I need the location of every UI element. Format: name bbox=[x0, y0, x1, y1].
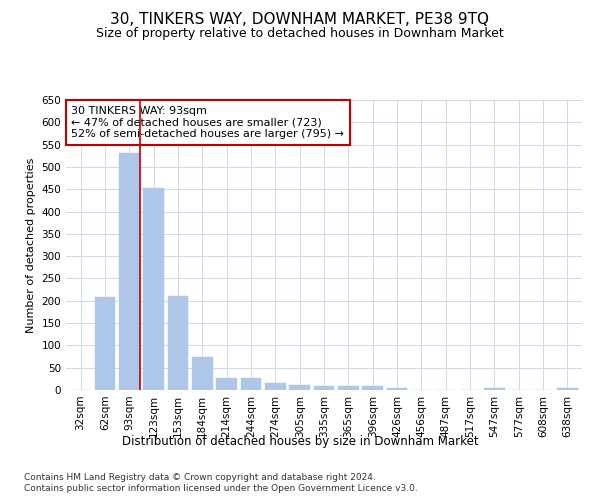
Bar bbox=[386, 388, 407, 390]
Bar bbox=[265, 384, 286, 390]
Text: Distribution of detached houses by size in Downham Market: Distribution of detached houses by size … bbox=[122, 435, 478, 448]
Bar bbox=[143, 188, 164, 390]
Bar bbox=[167, 296, 188, 390]
Text: 30, TINKERS WAY, DOWNHAM MARKET, PE38 9TQ: 30, TINKERS WAY, DOWNHAM MARKET, PE38 9T… bbox=[110, 12, 490, 28]
Text: 30 TINKERS WAY: 93sqm
← 47% of detached houses are smaller (723)
52% of semi-det: 30 TINKERS WAY: 93sqm ← 47% of detached … bbox=[71, 106, 344, 139]
Y-axis label: Number of detached properties: Number of detached properties bbox=[26, 158, 36, 332]
Bar bbox=[241, 378, 262, 390]
Text: Contains HM Land Registry data © Crown copyright and database right 2024.: Contains HM Land Registry data © Crown c… bbox=[24, 472, 376, 482]
Bar bbox=[338, 386, 359, 390]
Bar bbox=[119, 152, 140, 390]
Bar bbox=[362, 386, 383, 390]
Bar bbox=[289, 384, 310, 390]
Bar bbox=[314, 386, 334, 390]
Text: Contains public sector information licensed under the Open Government Licence v3: Contains public sector information licen… bbox=[24, 484, 418, 493]
Bar bbox=[95, 297, 115, 390]
Bar bbox=[216, 378, 237, 390]
Bar bbox=[484, 388, 505, 390]
Bar bbox=[192, 356, 212, 390]
Bar bbox=[557, 388, 578, 390]
Text: Size of property relative to detached houses in Downham Market: Size of property relative to detached ho… bbox=[96, 28, 504, 40]
